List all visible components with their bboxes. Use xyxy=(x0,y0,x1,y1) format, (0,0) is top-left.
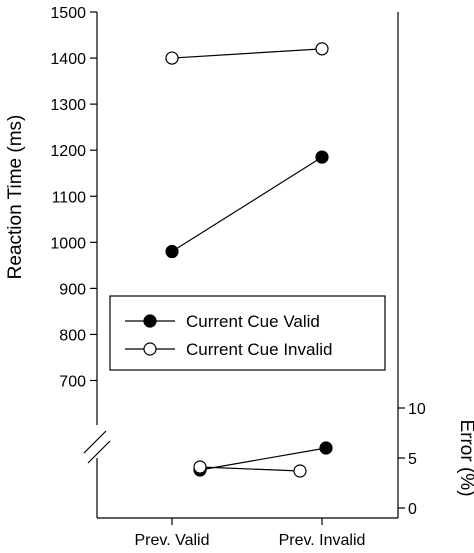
rt-line-invalid xyxy=(171,48,323,59)
legend-marker-valid xyxy=(143,314,157,328)
rt-point-invalid xyxy=(315,42,329,56)
rt-tick-label: 1400 xyxy=(50,51,86,68)
error-axis-title: Error (%) xyxy=(456,419,474,496)
axis-break-mark xyxy=(87,440,111,464)
rt-tick-label: 800 xyxy=(59,327,86,344)
legend-label-invalid: Current Cue Invalid xyxy=(186,340,332,359)
rt-tick-label: 700 xyxy=(59,374,86,391)
rt-point-valid xyxy=(315,150,329,164)
rt-tick-label: 1500 xyxy=(50,5,86,22)
series-layer xyxy=(165,42,333,478)
error-line-invalid xyxy=(199,466,301,472)
rt-point-invalid xyxy=(165,51,179,65)
error-point-invalid xyxy=(193,460,207,474)
rt-axis-title: Reaction Time (ms) xyxy=(5,115,26,280)
error-point-valid xyxy=(319,441,333,455)
rt-y-axis: 700 800 900 1000 1100 1200 1300 1400 1500 xyxy=(50,5,111,518)
legend-marker-invalid xyxy=(143,342,157,356)
rt-tick-label: 1000 xyxy=(50,235,86,252)
error-y-axis: 0 5 10 xyxy=(397,12,426,518)
error-tick-label: 10 xyxy=(408,401,426,418)
x-axis: Prev. Valid Prev. Invalid xyxy=(97,517,398,549)
legend-box xyxy=(109,295,386,371)
error-tick-label: 0 xyxy=(408,501,417,518)
error-point-invalid xyxy=(293,464,307,478)
axis-break-mark xyxy=(83,430,107,454)
rt-point-valid xyxy=(165,244,179,259)
legend: Current Cue Valid Current Cue Invalid xyxy=(109,295,386,371)
error-tick-label: 5 xyxy=(408,451,417,468)
rt-tick-label: 1100 xyxy=(52,189,87,206)
error-line-valid xyxy=(199,447,327,471)
legend-label-valid: Current Cue Valid xyxy=(186,312,320,331)
rt-tick-label: 1300 xyxy=(50,97,86,114)
x-tick-label: Prev. Invalid xyxy=(279,532,366,549)
x-tick-label: Prev. Valid xyxy=(135,532,210,549)
rt-tick-label: 1200 xyxy=(50,143,86,160)
rt-line-valid xyxy=(171,156,323,253)
rt-tick-label: 900 xyxy=(59,281,86,298)
